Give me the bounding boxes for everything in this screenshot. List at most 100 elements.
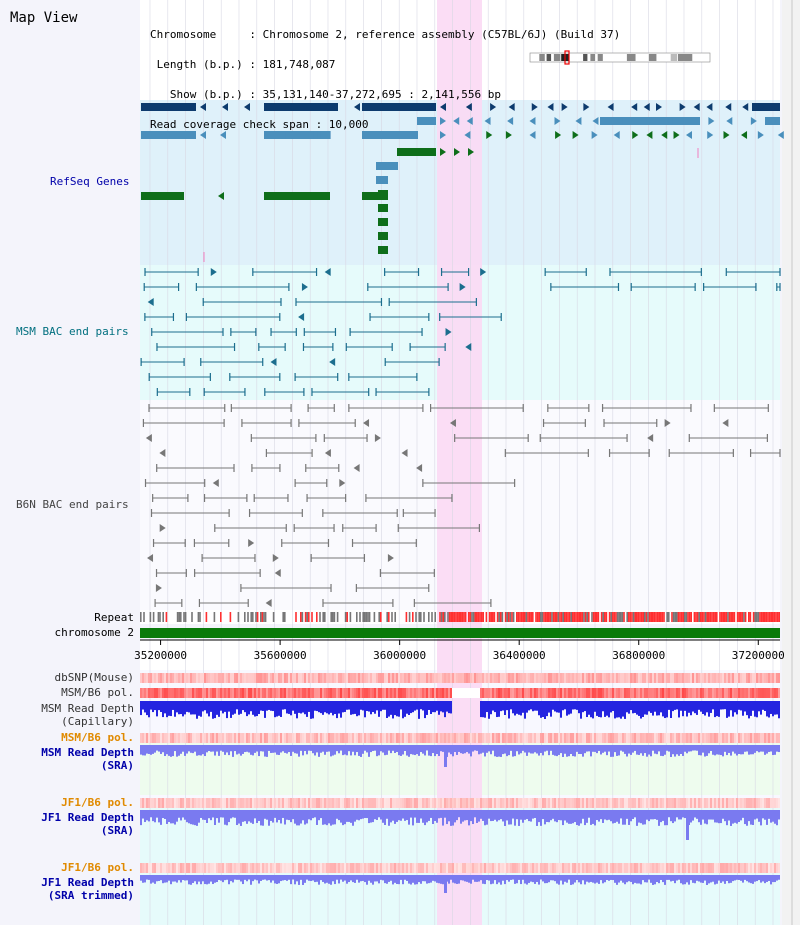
msm-cap-depth-bar (706, 701, 708, 713)
jf1-sra-depth-bar (754, 810, 756, 820)
msm-sra-depth-bar (488, 745, 490, 752)
repeat-element (492, 612, 494, 622)
jf1-trim-depth-bar (730, 875, 732, 883)
strand-arrow (607, 103, 614, 111)
msm-pol-cell (314, 688, 316, 698)
msm-sra-depth-bar (510, 745, 512, 751)
msm-sra-depth-bar (716, 745, 718, 755)
jf1-sra-depth-bar (730, 810, 732, 826)
repeat-element (684, 612, 686, 622)
dbsnp-cell (226, 673, 228, 683)
msm-pol2-cell (158, 733, 160, 743)
jf1-sra-depth-bar (338, 810, 340, 821)
dbsnp-cell (568, 673, 570, 683)
jf1-pol2-cell (256, 863, 258, 873)
strand-arrow (629, 117, 636, 125)
repeat-element (456, 612, 459, 622)
msm-pol-cell (606, 688, 608, 698)
msm-pol-cell (760, 688, 762, 698)
jf1-sra-depth-bar (626, 810, 628, 819)
strand-arrow (324, 449, 331, 457)
track-label-msm-bac[interactable]: MSM BAC end pairs (16, 325, 129, 338)
msm-sra-depth-bar (274, 745, 276, 753)
track-label-refseq-genes[interactable]: RefSeq Genes (50, 175, 130, 188)
jf1-pol2-cell (372, 863, 374, 873)
jf1-pol-cell (344, 798, 346, 808)
jf1-pol-cell (614, 798, 616, 808)
msm-sra-depth-bar (174, 745, 176, 752)
msm-sra-depth-bar (248, 745, 250, 753)
jf1-pol2-cell (346, 863, 348, 873)
msm-pol2-cell (728, 733, 730, 743)
jf1-pol-cell (470, 798, 472, 808)
msm-cap-depth-bar (426, 701, 428, 715)
msm-pol2-cell (246, 733, 248, 743)
jf1-trim-depth-bar (214, 875, 216, 883)
repeat-element (332, 612, 334, 622)
jf1-sra-depth-bar (246, 810, 248, 824)
msm-cap-depth-bar (632, 701, 634, 714)
msm-pol-cell (386, 688, 388, 698)
jf1-pol2-cell (282, 863, 284, 873)
msm-pol2-cell (442, 733, 444, 743)
jf1-sra-depth-bar (552, 810, 554, 819)
msm-cap-depth-bar (328, 701, 330, 715)
msm-sra-depth-bar (478, 745, 480, 755)
msm-cap-depth-bar (438, 701, 440, 715)
msm-pol-cell (342, 688, 344, 698)
msm-sra-depth-bar (284, 745, 286, 753)
repeat-element (261, 612, 264, 622)
jf1-trim-depth-bar (352, 875, 354, 883)
msm-cap-depth-bar (286, 701, 288, 714)
jf1-sra-depth-bar (752, 810, 754, 825)
jf1-sra-depth-bar (604, 810, 606, 820)
dbsnp-cell (564, 673, 566, 683)
msm-pol2-cell (376, 733, 378, 743)
jf1-sra-depth-bar (168, 810, 170, 823)
msm-sra-depth-bar (768, 745, 770, 752)
jf1-pol-cell (640, 798, 642, 808)
msm-pol-cell (526, 688, 528, 698)
msm-pol2-cell (450, 733, 452, 743)
repeat-element (776, 612, 779, 622)
msm-sra-depth-bar (202, 745, 204, 755)
jf1-pol-cell (358, 798, 360, 808)
ideogram-band (539, 54, 545, 61)
msm-cap-depth-bar (582, 701, 584, 713)
jf1-pol2-cell (338, 863, 340, 873)
jf1-pol-cell (718, 798, 720, 808)
msm-cap-depth-bar (728, 701, 730, 717)
dbsnp-cell (752, 673, 754, 683)
jf1-trim-depth-bar (326, 875, 328, 883)
jf1-pol2-cell (472, 863, 474, 873)
track-label-b6n-bac[interactable]: B6N BAC end pairs (16, 498, 129, 511)
msm-sra-depth-bar (750, 745, 752, 755)
dbsnp-cell (368, 673, 370, 683)
jf1-pol-cell (464, 798, 466, 808)
msm-sra-depth-bar (564, 745, 566, 754)
jf1-pol-cell (224, 798, 226, 808)
msm-pol2-cell (580, 733, 582, 743)
gene-block (376, 176, 388, 184)
msm-pol2-cell (548, 733, 550, 743)
jf1-sra-depth-bar (622, 810, 624, 825)
jf1-pol-cell (394, 798, 396, 808)
strand-arrow (723, 131, 730, 139)
jf1-pol-cell (364, 798, 366, 808)
msm-sra-depth-bar (406, 745, 408, 756)
jf1-sra-depth-bar (430, 810, 432, 818)
msm-sra-depth-bar (458, 745, 460, 752)
msm-cap-depth-bar (338, 701, 340, 714)
msm-pol2-cell (304, 733, 306, 743)
jf1-trim-depth-bar (700, 875, 702, 883)
jf1-trim-depth-bar (382, 875, 384, 881)
jf1-pol-cell (274, 798, 276, 808)
msm-cap-depth-bar (210, 701, 212, 712)
msm-cap-depth-bar (770, 701, 772, 714)
jf1-trim-depth-bar (286, 875, 288, 881)
repeat-element (632, 612, 635, 622)
msm-sra-depth-bar (252, 745, 254, 756)
repeat-element (149, 612, 152, 622)
jf1-pol2-cell (148, 863, 150, 873)
